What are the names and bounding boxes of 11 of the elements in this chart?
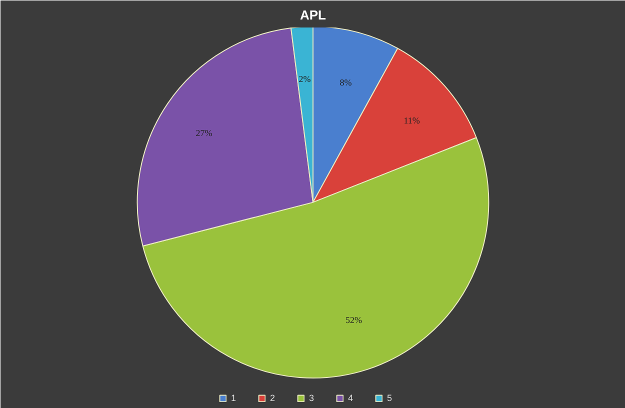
chart-title: APL xyxy=(300,8,326,22)
legend-label: 1 xyxy=(231,393,238,403)
data-label: 8% xyxy=(340,78,352,88)
legend-label: 5 xyxy=(387,393,394,403)
legend-label: 2 xyxy=(270,393,276,403)
data-label: 27% xyxy=(196,128,213,138)
data-label: 2% xyxy=(298,74,312,84)
legend-label: 3 xyxy=(309,393,316,403)
data-label: 52% xyxy=(345,314,362,325)
legend-label: 4 xyxy=(348,393,354,403)
data-label: 11% xyxy=(404,116,420,126)
